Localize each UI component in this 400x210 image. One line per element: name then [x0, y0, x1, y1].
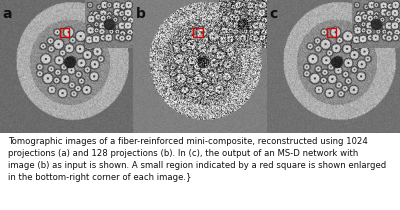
- Bar: [60, 28, 69, 37]
- Bar: [193, 28, 203, 37]
- Text: c: c: [269, 7, 278, 21]
- Bar: [327, 28, 336, 37]
- Text: b: b: [136, 7, 146, 21]
- Text: Tomographic images of a fiber-reinforced mini-composite, reconstructed using 102: Tomographic images of a fiber-reinforced…: [8, 137, 386, 182]
- Text: a: a: [3, 7, 12, 21]
